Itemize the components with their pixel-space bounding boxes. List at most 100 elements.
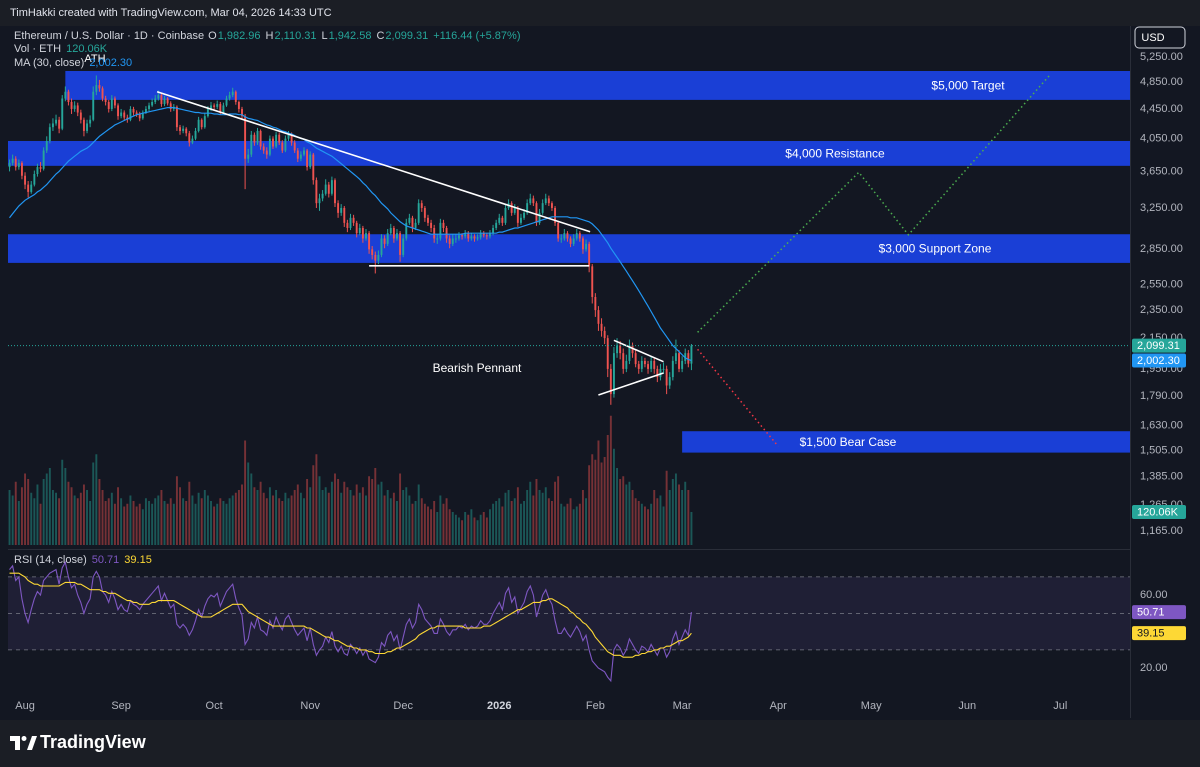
volume-bar: [120, 498, 123, 545]
candle-body: [334, 180, 336, 204]
volume-bar: [144, 498, 147, 545]
logo-mark: [10, 736, 20, 750]
volume-bar: [665, 470, 668, 545]
candle-body: [321, 193, 324, 199]
candle-body: [560, 238, 563, 240]
candle-body: [640, 360, 643, 369]
candle-body: [234, 91, 237, 102]
candle-body: [665, 368, 668, 386]
volume-bar: [365, 495, 367, 545]
candle-body: [259, 130, 262, 147]
volume-bar: [504, 492, 507, 545]
volume-bar: [616, 468, 619, 545]
volume-bar: [244, 440, 247, 545]
candle-body: [203, 116, 206, 128]
legend-change: +116.44 (+5.87%): [433, 30, 520, 42]
candle-body: [309, 154, 312, 168]
volume-bar: [321, 490, 324, 545]
trend-line: [598, 372, 664, 396]
candle-body: [36, 167, 39, 174]
candle-body: [566, 233, 569, 239]
candle-body: [210, 105, 212, 109]
candle-body: [650, 360, 653, 369]
candle-body: [368, 233, 371, 250]
volume-bar: [662, 506, 665, 545]
x-tick-label: Oct: [206, 700, 223, 712]
volume-bar: [182, 498, 185, 545]
candle-body: [163, 98, 166, 105]
candle-body: [371, 249, 374, 255]
candle-body: [563, 233, 566, 239]
trend-line: [613, 339, 664, 363]
candle-body: [519, 217, 522, 223]
legend-main: Ethereum / U.S. Dollar · 1D · Coinbase O1…: [14, 30, 520, 42]
volume-bar: [296, 484, 299, 545]
volume-bar: [575, 506, 578, 545]
annotation: ATH: [84, 53, 105, 65]
candle-body: [678, 353, 680, 369]
candle-body: [653, 360, 656, 369]
volume-bar: [27, 479, 30, 545]
candle-body: [129, 108, 132, 120]
candle-body: [643, 360, 646, 365]
zone: [8, 234, 1130, 263]
candle-body: [89, 119, 92, 124]
volume-bar: [55, 492, 58, 545]
volume-bar: [175, 476, 178, 545]
volume-bar: [287, 498, 290, 545]
volume-bar: [337, 479, 340, 545]
currency[interactable]: USD: [1141, 32, 1164, 44]
currency-button-frame[interactable]: [1134, 26, 1186, 49]
candle-body: [594, 296, 597, 311]
volume-bar: [473, 517, 476, 545]
volume-bar: [578, 503, 581, 545]
volume-bar: [591, 454, 594, 545]
volume-bar: [498, 498, 501, 545]
volume-bar: [79, 492, 82, 545]
legend-key: O: [208, 30, 217, 42]
volume-bar: [495, 501, 498, 545]
currency-button[interactable]: USD: [1134, 26, 1186, 49]
zone: [65, 70, 1130, 100]
volume-bar: [392, 492, 395, 545]
volume-bar: [92, 462, 95, 545]
candle-body: [268, 138, 271, 155]
x-tick-label: May: [861, 700, 882, 712]
volume-bar: [129, 495, 132, 545]
top-bar: [0, 0, 1200, 26]
candle-body: [625, 360, 628, 369]
candle-body: [600, 323, 603, 331]
volume-bar: [659, 495, 662, 545]
volume-bar: [250, 473, 253, 545]
volume-bar: [687, 490, 690, 545]
volume-bar: [458, 517, 460, 545]
candle-body: [622, 353, 625, 369]
candle-body: [120, 112, 123, 117]
volume-bar: [253, 487, 256, 545]
volume-bar: [141, 509, 144, 545]
volume-bar: [569, 498, 572, 545]
candle-body: [464, 233, 467, 237]
volume-bar: [461, 520, 464, 545]
candle-body: [616, 345, 619, 354]
volume-bar: [464, 512, 467, 545]
candle-body: [448, 238, 451, 244]
candle-body: [445, 227, 448, 239]
candle-body: [476, 237, 479, 239]
candle-body: [377, 254, 380, 261]
volume-bar: [653, 490, 656, 545]
volume-bar: [259, 481, 262, 545]
volume-bar: [516, 487, 519, 545]
candle-body: [24, 175, 27, 185]
y-tick-label: 1,385.00: [1140, 471, 1183, 483]
rsi-tick-label: 20.00: [1140, 662, 1168, 674]
candle-body: [399, 233, 402, 255]
candle-body: [278, 134, 281, 143]
candle-body: [95, 85, 98, 92]
volume-bar: [519, 503, 522, 545]
candle-body: [501, 217, 504, 223]
trend-line: [697, 348, 779, 447]
candle-body: [98, 85, 101, 89]
candle-body: [61, 98, 64, 129]
candle-body: [144, 108, 147, 113]
